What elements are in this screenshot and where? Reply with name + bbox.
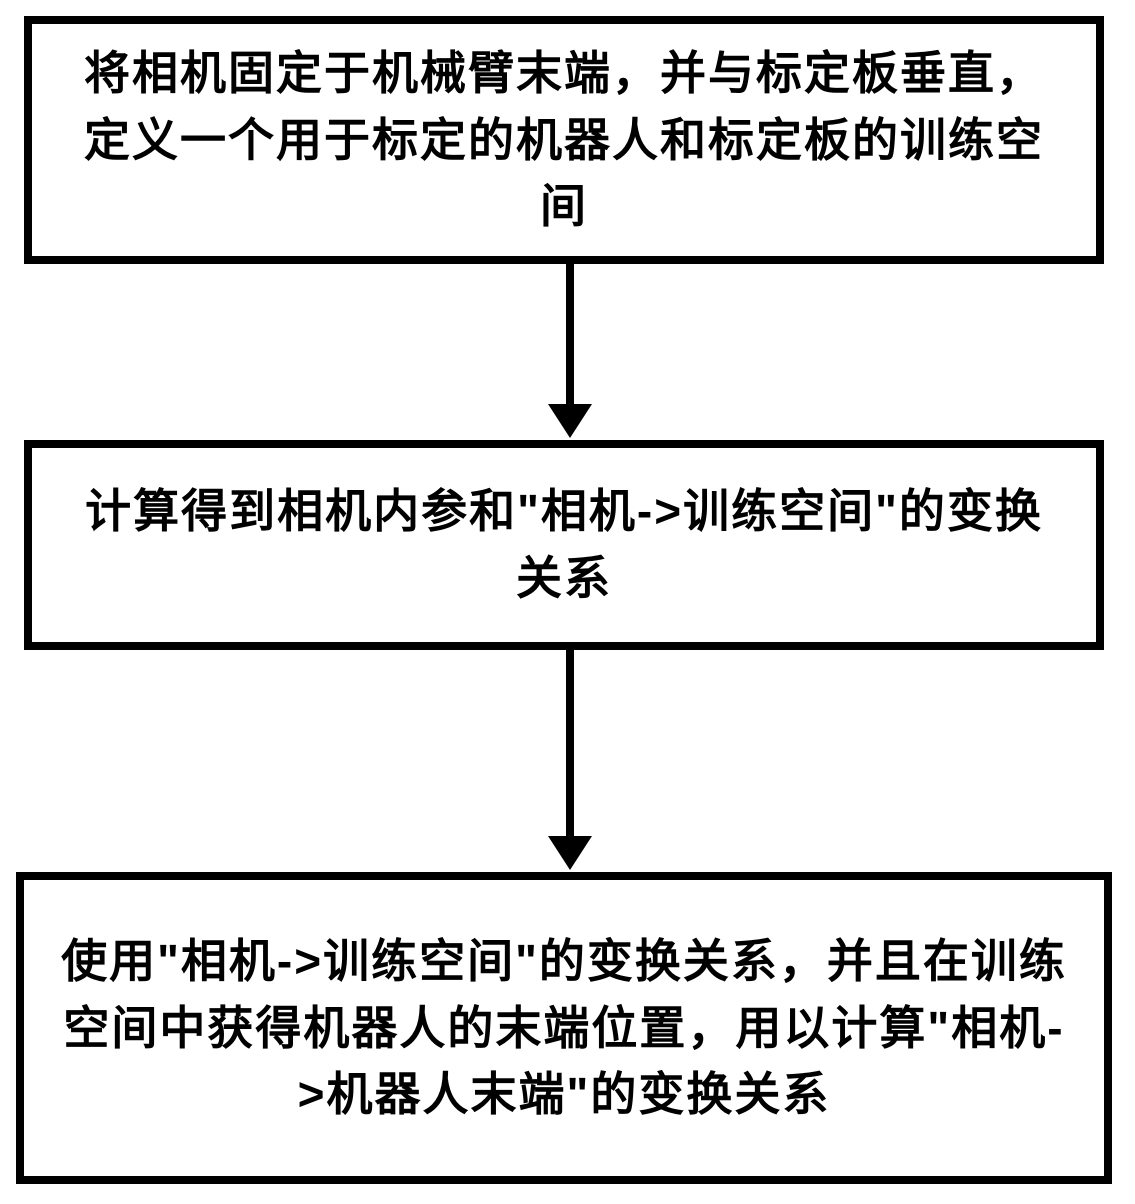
box-1-text: 将相机固定于机械臂末端，并与标定板垂直，定义一个用于标定的机器人和标定板的训练空…: [62, 40, 1066, 240]
arrow-1-head: [548, 404, 592, 438]
box-3-text: 使用"相机->训练空间"的变换关系，并且在训练空间中获得机器人的末端位置，用以计…: [54, 928, 1074, 1128]
flowchart-box-3: 使用"相机->训练空间"的变换关系，并且在训练空间中获得机器人的末端位置，用以计…: [16, 872, 1112, 1184]
flowchart-container: 将相机固定于机械臂末端，并与标定板垂直，定义一个用于标定的机器人和标定板的训练空…: [0, 0, 1135, 1204]
flowchart-box-1: 将相机固定于机械臂末端，并与标定板垂直，定义一个用于标定的机器人和标定板的训练空…: [24, 16, 1104, 264]
arrow-1: [548, 264, 592, 438]
arrow-2-head: [548, 836, 592, 870]
arrow-2: [548, 650, 592, 870]
arrow-1-line: [566, 264, 574, 406]
flowchart-box-2: 计算得到相机内参和"相机->训练空间"的变换关系: [24, 440, 1104, 650]
box-2-text: 计算得到相机内参和"相机->训练空间"的变换关系: [62, 478, 1066, 611]
arrow-2-line: [566, 650, 574, 838]
